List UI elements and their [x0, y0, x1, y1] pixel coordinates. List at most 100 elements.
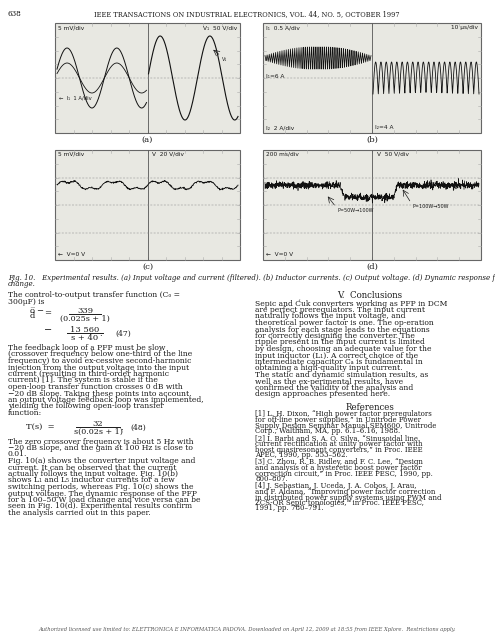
Text: APEC, 1990, pp. 553–562.: APEC, 1990, pp. 553–562. [255, 451, 348, 459]
Text: ←  V=0 V: ← V=0 V [266, 252, 293, 257]
Text: I₁  0.5 A/div: I₁ 0.5 A/div [266, 25, 300, 30]
Text: [4] J. Sebastian, J. Uceda, J. A. Cobos, J. Arau,: [4] J. Sebastian, J. Uceda, J. A. Cobos,… [255, 483, 417, 490]
Text: for off-line power supplies,” in Unitrode Power: for off-line power supplies,” in Unitrod… [255, 416, 421, 424]
Text: ripple present in the input current is limited: ripple present in the input current is l… [255, 339, 425, 346]
Text: Fig. 10.   Experimental results. (a) Input voltage and current (filtered). (b) I: Fig. 10. Experimental results. (a) Input… [8, 274, 495, 282]
Text: The zero crossover frequency is about 5 Hz with: The zero crossover frequency is about 5 … [8, 438, 194, 445]
Text: and analysis of a hysteretic boost power factor: and analysis of a hysteretic boost power… [255, 464, 422, 472]
Text: I₂  2 A/div: I₂ 2 A/div [266, 125, 294, 130]
Text: actually follows the input voltage. Fig. 10(b): actually follows the input voltage. Fig.… [8, 470, 178, 478]
Text: Supply Design Seminar Manual SEM600, Unitrode: Supply Design Seminar Manual SEM600, Uni… [255, 422, 437, 429]
Text: ←  V=0 V: ← V=0 V [58, 252, 85, 257]
Text: Fig. 10(a) shows the converter input voltage and: Fig. 10(a) shows the converter input vol… [8, 457, 196, 465]
Text: boost quasiresonant converters,” in Proc. IEEE: boost quasiresonant converters,” in Proc… [255, 445, 423, 454]
Text: I₁=6 A: I₁=6 A [266, 74, 284, 79]
Text: frequency) to avoid ex-cessive second-harmonic: frequency) to avoid ex-cessive second-ha… [8, 357, 192, 365]
Bar [55, 150, 240, 260]
Text: design approaches presented here.: design approaches presented here. [255, 390, 390, 399]
Text: T(s)  =: T(s) = [26, 422, 54, 431]
Text: 5 mV/div: 5 mV/div [58, 25, 84, 30]
Text: V.  Conclusions: V. Conclusions [338, 291, 402, 300]
Text: injection from the output voltage into the input: injection from the output voltage into t… [8, 364, 189, 371]
Text: for correctly designing the converter. The: for correctly designing the converter. T… [255, 332, 415, 340]
Text: 1991, pp. 780–791.: 1991, pp. 780–791. [255, 504, 324, 513]
Text: well as the ex-perimental results, have: well as the ex-perimental results, have [255, 378, 403, 385]
Text: correction circuit,” in Proc. IEEE PESC, 1990, pp.: correction circuit,” in Proc. IEEE PESC,… [255, 470, 433, 477]
Text: (47): (47) [115, 330, 131, 338]
Text: −: − [44, 326, 52, 335]
Text: −: − [36, 307, 43, 315]
Text: yielding the following open-loop transfer: yielding the following open-loop transfe… [8, 403, 164, 410]
Text: IEEE TRANSACTIONS ON INDUSTRIAL ELECTRONICS, VOL. 44, NO. 5, OCTOBER 1997: IEEE TRANSACTIONS ON INDUSTRIAL ELECTRON… [94, 10, 400, 18]
Text: switching periods, whereas Fig. 10(c) shows the: switching periods, whereas Fig. 10(c) sh… [8, 483, 194, 491]
Text: =: = [44, 310, 51, 317]
Text: for a 100–50 W load change and vice versa can be: for a 100–50 W load change and vice vers… [8, 496, 200, 504]
Text: 300μF) is: 300μF) is [8, 298, 45, 305]
Text: ←  I₁  1 A/div: ← I₁ 1 A/div [59, 96, 92, 101]
Text: .: . [99, 330, 101, 338]
Text: [3] C. Zhou, R. B. Ridley, and F. C. Lee, “Design: [3] C. Zhou, R. B. Ridley, and F. C. Lee… [255, 458, 423, 467]
Text: an output voltage feedback loop was implemented,: an output voltage feedback loop was impl… [8, 396, 203, 404]
Text: (d): (d) [366, 263, 378, 271]
Text: 800–807.: 800–807. [255, 475, 288, 483]
Text: by design, choosing an adequate value for the: by design, choosing an adequate value fo… [255, 345, 432, 353]
Text: Sepic and Ćuk converters working as PFP in DCM: Sepic and Ćuk converters working as PFP… [255, 300, 447, 308]
Text: 638: 638 [8, 10, 22, 18]
Text: Fig. 10.   Experimental results. (a) Input voltage and current (filtered). (b) I: Fig. 10. Experimental results. (a) Input… [0, 639, 1, 640]
Text: 10 μs/div: 10 μs/div [451, 25, 478, 30]
Text: P=100W→50W: P=100W→50W [412, 204, 449, 209]
Text: −20 dB slope. Taking these points into account,: −20 dB slope. Taking these points into a… [8, 390, 192, 397]
Text: (b): (b) [366, 136, 378, 144]
Text: current. It can be observed that the current: current. It can be observed that the cur… [8, 463, 176, 472]
Text: function:: function: [8, 409, 42, 417]
Text: The control-to-output transfer function (Cₒ =: The control-to-output transfer function … [8, 291, 180, 299]
Text: (a): (a) [142, 136, 153, 144]
Text: o̅: o̅ [30, 307, 35, 315]
Text: 339: 339 [77, 307, 93, 315]
Text: −20 dB slope, and the gain at 100 Hz is close to: −20 dB slope, and the gain at 100 Hz is … [8, 444, 193, 452]
Text: [1] L. H. Dixon, “High power factor preregulators: [1] L. H. Dixon, “High power factor prer… [255, 410, 432, 419]
Text: (0.025s + 1): (0.025s + 1) [60, 315, 110, 323]
Text: output voltage. The dynamic response of the PFP: output voltage. The dynamic response of … [8, 490, 197, 497]
Text: 0.01.: 0.01. [8, 451, 27, 458]
Text: V  50 V/div: V 50 V/div [377, 152, 409, 157]
Text: ZCS-QR Sepic topologies,” in Proc. IEEE PESC,: ZCS-QR Sepic topologies,” in Proc. IEEE … [255, 499, 424, 507]
Text: and F. Aldana, “Improving power factor correction: and F. Aldana, “Improving power factor c… [255, 488, 436, 496]
Text: (48): (48) [130, 424, 146, 431]
Bar [263, 150, 481, 260]
Text: obtaining a high-quality input current.: obtaining a high-quality input current. [255, 365, 402, 372]
Text: shows L₁ and L₅ inductor currents for a few: shows L₁ and L₅ inductor currents for a … [8, 477, 175, 484]
Text: 200 ms/div: 200 ms/div [266, 152, 299, 157]
Text: change.: change. [8, 280, 36, 289]
Text: current) [1]. The system is stable if the: current) [1]. The system is stable if th… [8, 376, 158, 385]
Text: (crossover frequency below one-third of the line: (crossover frequency below one-third of … [8, 351, 192, 358]
Text: 5 mV/div: 5 mV/div [58, 152, 84, 157]
Text: V₁  50 V/div: V₁ 50 V/div [203, 25, 237, 30]
Text: confirmed the validity of the analysis and: confirmed the validity of the analysis a… [255, 384, 413, 392]
Text: theoretical power factor is one. The op-eration: theoretical power factor is one. The op-… [255, 319, 434, 327]
Text: V  20 V/div: V 20 V/div [152, 152, 185, 157]
Text: The static and dynamic simulation results, as: The static and dynamic simulation result… [255, 371, 428, 379]
Text: References: References [346, 403, 395, 412]
Text: .: . [120, 424, 123, 431]
Text: seen in Fig. 10(d). Experimental results confirm: seen in Fig. 10(d). Experimental results… [8, 502, 192, 511]
Text: P=50W→100W: P=50W→100W [337, 208, 374, 213]
Text: in distributed power supply systems using PWM and: in distributed power supply systems usin… [255, 493, 442, 502]
Text: intermediate capacitor Cₐ is fundamental in: intermediate capacitor Cₐ is fundamental… [255, 358, 423, 366]
Text: naturally follows the input voltage, and: naturally follows the input voltage, and [255, 312, 405, 321]
Text: the analysis carried out in this paper.: the analysis carried out in this paper. [8, 509, 150, 517]
Text: are perfect preregulators. The input current: are perfect preregulators. The input cur… [255, 306, 425, 314]
Text: I₂=4 A: I₂=4 A [375, 125, 394, 130]
Text: input inductor (L₁). A correct choice of the: input inductor (L₁). A correct choice of… [255, 351, 418, 360]
Text: 32: 32 [93, 419, 103, 428]
Bar [55, 23, 240, 133]
Text: 13 560: 13 560 [70, 326, 99, 334]
Text: current rectification at unity power factor with: current rectification at unity power fac… [255, 440, 423, 448]
Text: d̅: d̅ [30, 312, 35, 321]
Text: Authorized licensed use limited to: ELETTRONICA E INFORMATICA PADOVA. Downloaded: Authorized licensed use limited to: ELET… [38, 627, 456, 632]
Text: (c): (c) [142, 263, 153, 271]
Bar [263, 23, 481, 133]
Text: The feedback loop of a PFP must be slow: The feedback loop of a PFP must be slow [8, 344, 165, 352]
Text: open-loop transfer function crosses 0 dB with: open-loop transfer function crosses 0 dB… [8, 383, 183, 391]
Text: analysis for each stage leads to the equations: analysis for each stage leads to the equ… [255, 326, 430, 333]
